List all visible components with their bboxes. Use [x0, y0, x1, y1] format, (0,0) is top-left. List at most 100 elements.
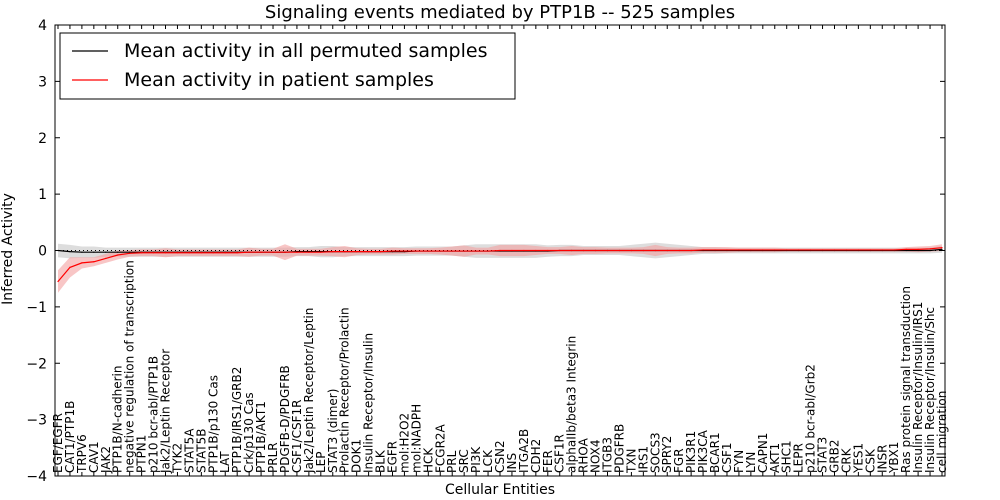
- x-category-label: CSF1/CSF1R: [290, 400, 304, 473]
- x-category-label: LAT: [218, 451, 232, 473]
- data-point-patient: [821, 249, 824, 251]
- x-category-label: FYN: [732, 450, 746, 473]
- data-point-patient: [535, 249, 537, 252]
- data-point-permuted: [941, 248, 943, 250]
- data-point-patient: [750, 249, 752, 251]
- data-point-patient: [141, 252, 143, 254]
- data-point-patient: [642, 249, 644, 252]
- data-point-patient: [917, 248, 919, 250]
- legend-label-patient: Mean activity in patient samples: [124, 69, 434, 91]
- x-category-label: SPRY2: [660, 436, 674, 473]
- data-point-permuted: [69, 251, 71, 253]
- data-point-permuted: [117, 251, 119, 253]
- x-category-label: PTP1B/AKT1: [254, 401, 268, 473]
- data-point-permuted: [905, 249, 907, 252]
- plot-area: −4 −3 −2 −1 0 1 2 3 4 EGF/EGFRCAT1/PTP1BTRPV6CAV1…: [26, 18, 949, 485]
- data-point-patient: [320, 251, 322, 253]
- data-point-patient: [666, 249, 668, 252]
- x-category-label: TXN: [624, 448, 638, 474]
- data-point-patient: [415, 250, 417, 252]
- x-category-label: Insulin Receptor/Insulin: [362, 333, 376, 473]
- data-point-patient: [511, 249, 513, 252]
- chart-title: Signaling events mediated by PTP1B -- 52…: [265, 2, 735, 23]
- x-category-label: FER: [541, 450, 555, 473]
- x-category-label: mol:NADPH: [409, 404, 423, 473]
- x-category-label: CSN2: [493, 440, 507, 473]
- x-category-label: FGR: [672, 448, 686, 473]
- x-category-label: SHC1: [780, 440, 794, 473]
- data-point-patient: [176, 252, 179, 254]
- x-category-label: EGF/EGFR: [51, 413, 65, 473]
- x-category-label: alphaIIb/beta3 Integrin: [565, 336, 579, 473]
- data-point-patient: [356, 251, 358, 253]
- data-point-patient: [702, 249, 704, 251]
- data-point-patient: [129, 252, 131, 254]
- x-category-label: cell migration: [935, 391, 949, 473]
- x-category-label: p210 bcr-abl/PTP1B: [147, 356, 161, 473]
- x-category-label: YBX1: [887, 442, 901, 474]
- data-point-patient: [690, 249, 692, 252]
- data-point-patient: [547, 249, 549, 252]
- x-category-label: STAT5B: [194, 429, 208, 474]
- x-category-label: RHOA: [577, 437, 591, 473]
- x-category-label: CSF1: [720, 442, 734, 473]
- x-category-label: PI3K: [469, 446, 483, 473]
- x-category-label: LEPR: [792, 443, 806, 473]
- x-category-label: mol:H2O2: [397, 413, 411, 473]
- band-patient: [58, 244, 942, 293]
- data-point-patient: [272, 251, 274, 253]
- data-point-permuted: [917, 249, 919, 252]
- data-point-patient: [332, 251, 334, 253]
- x-category-label: YES1: [851, 443, 865, 474]
- data-point-patient: [630, 249, 633, 252]
- y-tick-label: 2: [38, 131, 47, 147]
- data-point-patient: [559, 249, 561, 252]
- x-category-label: PTP1B/p130 Cas: [206, 375, 220, 473]
- data-point-patient: [284, 251, 286, 253]
- x-category-label: ITGB3: [601, 437, 615, 473]
- data-point-patient: [571, 249, 573, 252]
- data-point-patient: [523, 249, 525, 252]
- y-tick-label: 0: [38, 244, 47, 260]
- data-point-patient: [869, 249, 871, 251]
- data-point-patient: [81, 262, 83, 264]
- data-point-patient: [439, 250, 441, 252]
- x-category-label: SRC: [457, 449, 471, 473]
- x-category-label: LYN: [744, 452, 758, 473]
- x-category-label: p210 bcr-abl/Grb2: [804, 364, 818, 473]
- x-category-label: CDH2: [529, 439, 543, 473]
- data-point-patient: [833, 249, 836, 251]
- data-point-permuted: [129, 251, 131, 253]
- x-category-label: CAPN1: [756, 433, 770, 473]
- data-point-patient: [344, 251, 346, 253]
- data-point-patient: [929, 248, 931, 250]
- data-point-patient: [57, 280, 59, 283]
- x-category-label: ITGA2B: [517, 429, 531, 473]
- x-axis-label: Cellular Entities: [445, 482, 555, 498]
- data-point-patient: [786, 249, 788, 251]
- x-category-label: LEP: [314, 451, 328, 473]
- x-category-label: JAK2: [99, 446, 113, 474]
- x-category-label: EGFR: [385, 441, 399, 473]
- data-point-patient: [583, 249, 585, 252]
- data-point-permuted: [81, 251, 83, 253]
- x-category-label: STAT3: [816, 437, 830, 473]
- x-category-label: PDGFB-D/PDGFRB: [278, 365, 292, 473]
- x-category-label: STAT5A: [182, 428, 196, 473]
- data-point-patient: [881, 249, 883, 251]
- data-point-patient: [618, 249, 621, 252]
- data-point-permuted: [929, 249, 931, 252]
- data-point-patient: [798, 249, 800, 251]
- x-category-label: FCGR2A: [433, 423, 447, 473]
- x-category-label: TRPV6: [75, 434, 89, 474]
- data-point-permuted: [93, 251, 95, 253]
- data-point-patient: [403, 250, 406, 252]
- y-tick-label: −3: [26, 413, 47, 429]
- data-point-patient: [809, 249, 812, 251]
- x-category-label: Prolactin Receptor/Prolactin: [338, 307, 352, 473]
- x-category-label: PTP1B/IRS1/GRB2: [230, 367, 244, 473]
- data-point-patient: [427, 250, 429, 252]
- data-point-patient: [152, 252, 155, 254]
- data-point-patient: [893, 249, 895, 251]
- x-category-label: INS: [505, 453, 519, 473]
